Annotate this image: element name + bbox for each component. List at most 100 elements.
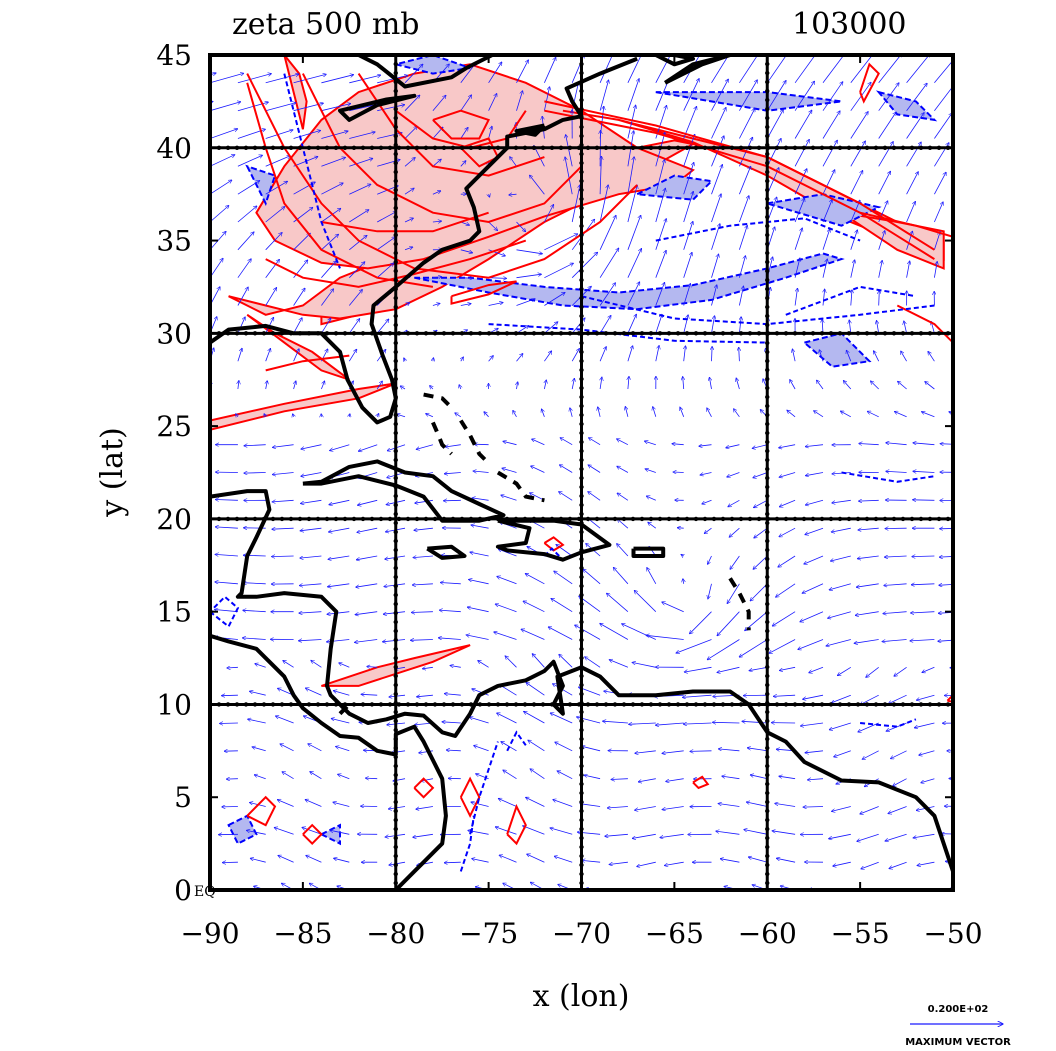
wind-vector <box>894 666 907 676</box>
wind-vector <box>882 639 907 642</box>
wind-vector <box>404 158 415 167</box>
wind-vector <box>739 256 745 278</box>
wind-vector <box>356 583 378 587</box>
wind-vector <box>906 142 922 167</box>
wind-vector <box>800 722 824 726</box>
wind-vector <box>753 555 768 569</box>
y-tick-label: 15 <box>156 596 192 629</box>
wind-vector <box>911 612 935 613</box>
grid-dot <box>405 145 411 150</box>
grid-dot <box>579 763 584 769</box>
wind-vector <box>906 201 916 223</box>
grid-dot <box>579 430 584 436</box>
wind-vector <box>833 861 851 866</box>
grid-dot <box>756 331 762 336</box>
grid-dot <box>765 268 770 274</box>
wind-vector <box>572 55 573 56</box>
wind-vector <box>776 858 796 863</box>
wind-vector <box>299 640 322 641</box>
grid-dot <box>579 772 584 778</box>
grid-dot <box>747 516 753 522</box>
grid-dot <box>891 145 897 150</box>
wind-vector <box>672 444 684 445</box>
grid-dot <box>765 133 770 139</box>
positive-contour <box>302 823 323 846</box>
wind-vector <box>805 472 824 476</box>
wind-vector <box>769 639 796 654</box>
wind-vector <box>557 771 573 780</box>
grid-dot <box>579 313 584 319</box>
negative-contour <box>469 741 499 835</box>
wind-vector <box>683 162 694 195</box>
grid-dot <box>639 331 645 336</box>
wind-vector <box>509 194 517 195</box>
wind-vector <box>300 555 322 558</box>
grid-dot <box>657 145 663 150</box>
wind-vector <box>962 55 986 83</box>
wind-vector <box>683 221 693 250</box>
grid-dot <box>765 205 770 211</box>
wind-vector <box>888 694 907 704</box>
wind-vector <box>857 555 879 559</box>
wind-vector <box>730 555 740 569</box>
wind-vector <box>432 159 441 167</box>
grid-dot <box>765 799 770 805</box>
wind-vector <box>182 286 192 305</box>
wind-vector <box>922 666 935 672</box>
grid-dot <box>765 754 770 760</box>
wind-vector <box>832 499 851 503</box>
grid-dot <box>720 702 726 707</box>
grid-dot <box>765 394 770 400</box>
wind-vector <box>376 319 389 334</box>
grid-dot <box>393 601 398 607</box>
grid-dot <box>579 673 584 679</box>
island-chain <box>728 577 751 631</box>
grid-dot <box>846 516 852 522</box>
wind-vector <box>237 155 263 167</box>
grid-dot <box>393 556 398 562</box>
grid-dot <box>657 702 663 707</box>
grid-dot <box>393 241 398 247</box>
grid-dot <box>243 145 249 150</box>
wind-vector <box>501 495 517 501</box>
grid-dot <box>549 702 555 707</box>
wind-vector <box>443 500 461 501</box>
wind-vector <box>962 292 963 306</box>
grid-dot <box>549 145 555 150</box>
wind-vector <box>210 129 238 139</box>
grid-dot <box>306 331 312 336</box>
grid-dot <box>579 709 584 715</box>
wind-vector <box>914 722 935 728</box>
grid-dot <box>579 106 584 112</box>
wind-vector <box>683 284 691 306</box>
grid-dot <box>579 70 584 76</box>
grid-dot <box>765 763 770 769</box>
wind-vector <box>822 55 846 84</box>
wind-vector <box>361 694 378 695</box>
grid-dot <box>900 516 906 522</box>
wind-vector <box>588 465 601 473</box>
wind-vector <box>523 826 545 835</box>
wind-vector <box>891 750 907 759</box>
positive-contour <box>459 776 481 819</box>
wind-vector <box>517 382 518 390</box>
wind-vector <box>497 576 517 585</box>
grid-dot <box>612 145 618 150</box>
grid-dot <box>765 619 770 625</box>
grid-dot <box>882 145 888 150</box>
wind-vector <box>544 55 545 56</box>
wind-vector <box>551 599 573 613</box>
grid-dot <box>315 702 321 707</box>
wind-vector <box>750 775 768 780</box>
lat-lon-grid <box>210 55 953 890</box>
wind-vector <box>803 807 824 808</box>
wind-vector <box>711 165 723 195</box>
grid-dot <box>468 145 474 150</box>
grid-dot <box>855 331 861 336</box>
wind-vector <box>528 740 545 752</box>
wind-vector <box>949 412 953 417</box>
wind-vector <box>627 215 641 250</box>
wind-vector <box>397 414 406 418</box>
grid-dot <box>393 421 398 427</box>
grid-dot <box>393 457 398 463</box>
